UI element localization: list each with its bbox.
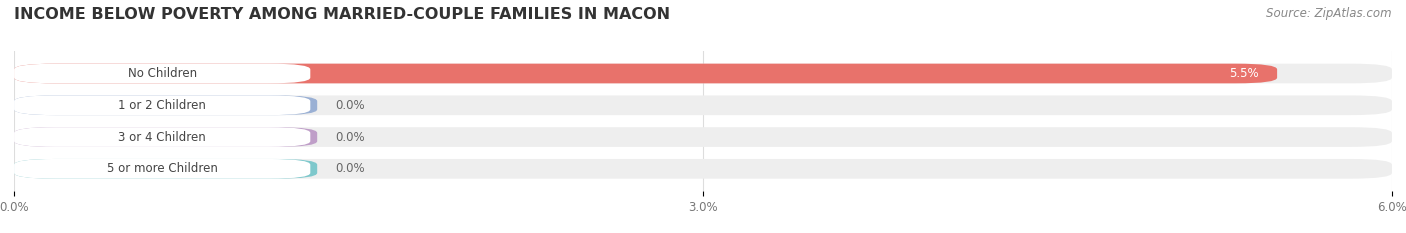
- Text: 3 or 4 Children: 3 or 4 Children: [118, 130, 207, 144]
- FancyBboxPatch shape: [14, 159, 1392, 179]
- Text: 0.0%: 0.0%: [336, 130, 366, 144]
- FancyBboxPatch shape: [14, 96, 311, 115]
- Text: No Children: No Children: [128, 67, 197, 80]
- FancyBboxPatch shape: [14, 96, 1392, 115]
- FancyBboxPatch shape: [14, 127, 318, 147]
- FancyBboxPatch shape: [14, 64, 1277, 83]
- Text: 1 or 2 Children: 1 or 2 Children: [118, 99, 207, 112]
- Text: 0.0%: 0.0%: [336, 162, 366, 175]
- FancyBboxPatch shape: [14, 127, 311, 147]
- FancyBboxPatch shape: [14, 127, 1392, 147]
- Text: 5.5%: 5.5%: [1229, 67, 1258, 80]
- Text: Source: ZipAtlas.com: Source: ZipAtlas.com: [1267, 7, 1392, 20]
- FancyBboxPatch shape: [14, 159, 311, 179]
- Text: 0.0%: 0.0%: [336, 99, 366, 112]
- FancyBboxPatch shape: [14, 64, 311, 83]
- Text: 5 or more Children: 5 or more Children: [107, 162, 218, 175]
- FancyBboxPatch shape: [14, 159, 318, 179]
- Text: INCOME BELOW POVERTY AMONG MARRIED-COUPLE FAMILIES IN MACON: INCOME BELOW POVERTY AMONG MARRIED-COUPL…: [14, 7, 671, 22]
- FancyBboxPatch shape: [14, 96, 318, 115]
- FancyBboxPatch shape: [14, 64, 1392, 83]
